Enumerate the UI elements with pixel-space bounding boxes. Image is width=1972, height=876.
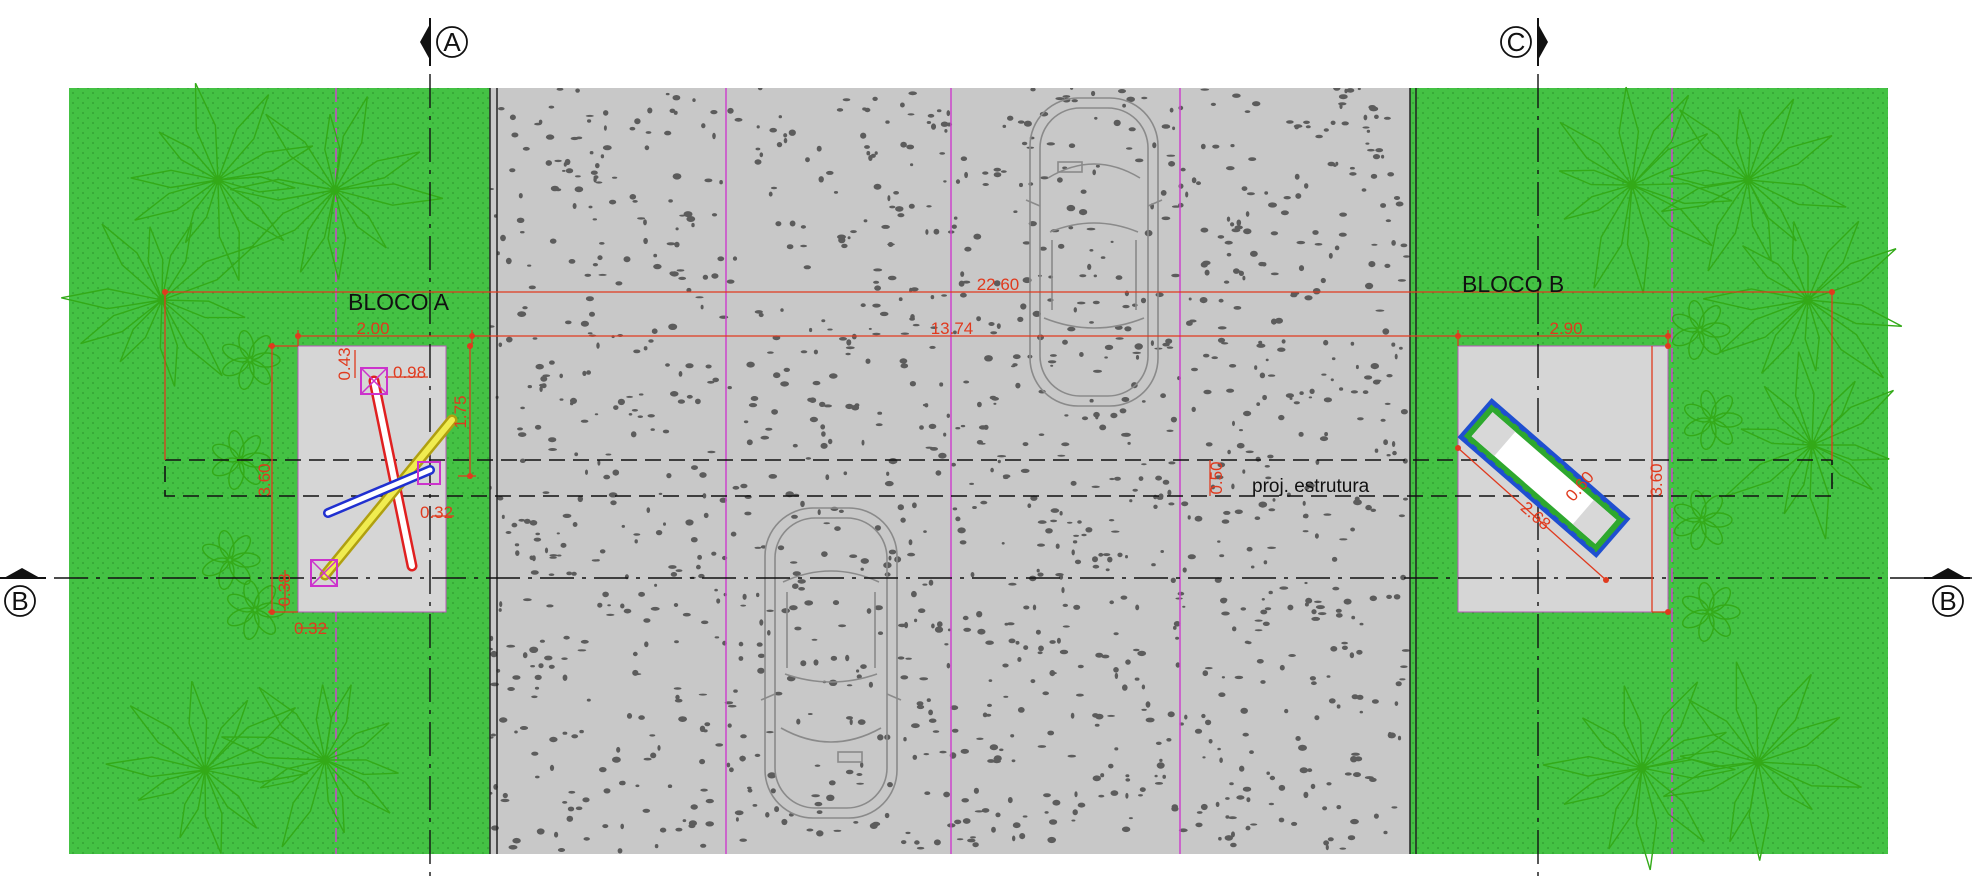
dim-pipe-bottom-vertical: 0.38: [275, 573, 294, 606]
palm-icon: [1542, 681, 1736, 871]
tree-symbols: [61, 82, 1903, 871]
palm-icon: [130, 82, 314, 281]
block-a-pipes: [310, 367, 458, 587]
dim-block-b-width: 2.90: [1549, 319, 1582, 338]
block-b-tank: [1457, 398, 1631, 558]
structure-projection-label: proj. estrutura: [1252, 476, 1370, 497]
section-marker-a[interactable]: A: [420, 18, 468, 66]
block-b-label: BLOCO B: [1462, 271, 1564, 297]
palm-icon: [1703, 220, 1903, 379]
section-marker-c[interactable]: C: [1500, 18, 1548, 66]
palm-icon: [105, 680, 308, 854]
dim-pipe-small: 0.32: [420, 503, 453, 522]
section-label-a: A: [443, 27, 461, 57]
dim-pipe-top-offset: 0.43: [335, 347, 354, 380]
palm-icon: [221, 684, 399, 848]
dim-between-blocks: 13.74: [931, 319, 974, 338]
dimension-ticks: [162, 289, 1835, 615]
palm-icon: [61, 222, 255, 387]
car-top: [1025, 97, 1163, 407]
road-area: [490, 88, 1410, 854]
shrub-icon: [1681, 581, 1741, 643]
dim-block-b-height: 3.60: [1647, 463, 1666, 496]
palm-icon: [1663, 661, 1862, 861]
section-label-b-right: B: [1939, 586, 1956, 616]
shrub-icon: [201, 529, 261, 591]
dim-overall: 22.60: [977, 275, 1020, 294]
shrub-icon: [1683, 389, 1743, 451]
shrub-icon: [1673, 489, 1733, 551]
section-label-b-left: B: [11, 586, 28, 616]
structure-projection: [164, 459, 1833, 497]
section-label-c: C: [1507, 27, 1526, 57]
shrub-icon: [221, 329, 281, 391]
dimension-lines: [164, 291, 1833, 629]
dim-pipe-top-length: 0.98: [393, 363, 426, 382]
road-curbs: [489, 88, 1417, 854]
shrub-icon: [1671, 299, 1731, 361]
dim-pipe-vertical: 1.75: [451, 395, 470, 428]
car-bottom: [760, 507, 902, 819]
palm-icon: [1661, 98, 1847, 272]
palm-icon: [1558, 86, 1733, 294]
block-a-label: BLOCO A: [348, 289, 450, 315]
section-marker-b-left[interactable]: B: [0, 568, 46, 617]
dim-pipe-bottom-horizontal: 0.32: [294, 619, 327, 638]
section-marker-b-right[interactable]: B: [1924, 568, 1970, 617]
dim-road-gap: 0.50: [1207, 461, 1226, 494]
dim-block-a-width: 2.00: [356, 319, 389, 338]
dim-block-a-height: 3.60: [255, 463, 274, 496]
